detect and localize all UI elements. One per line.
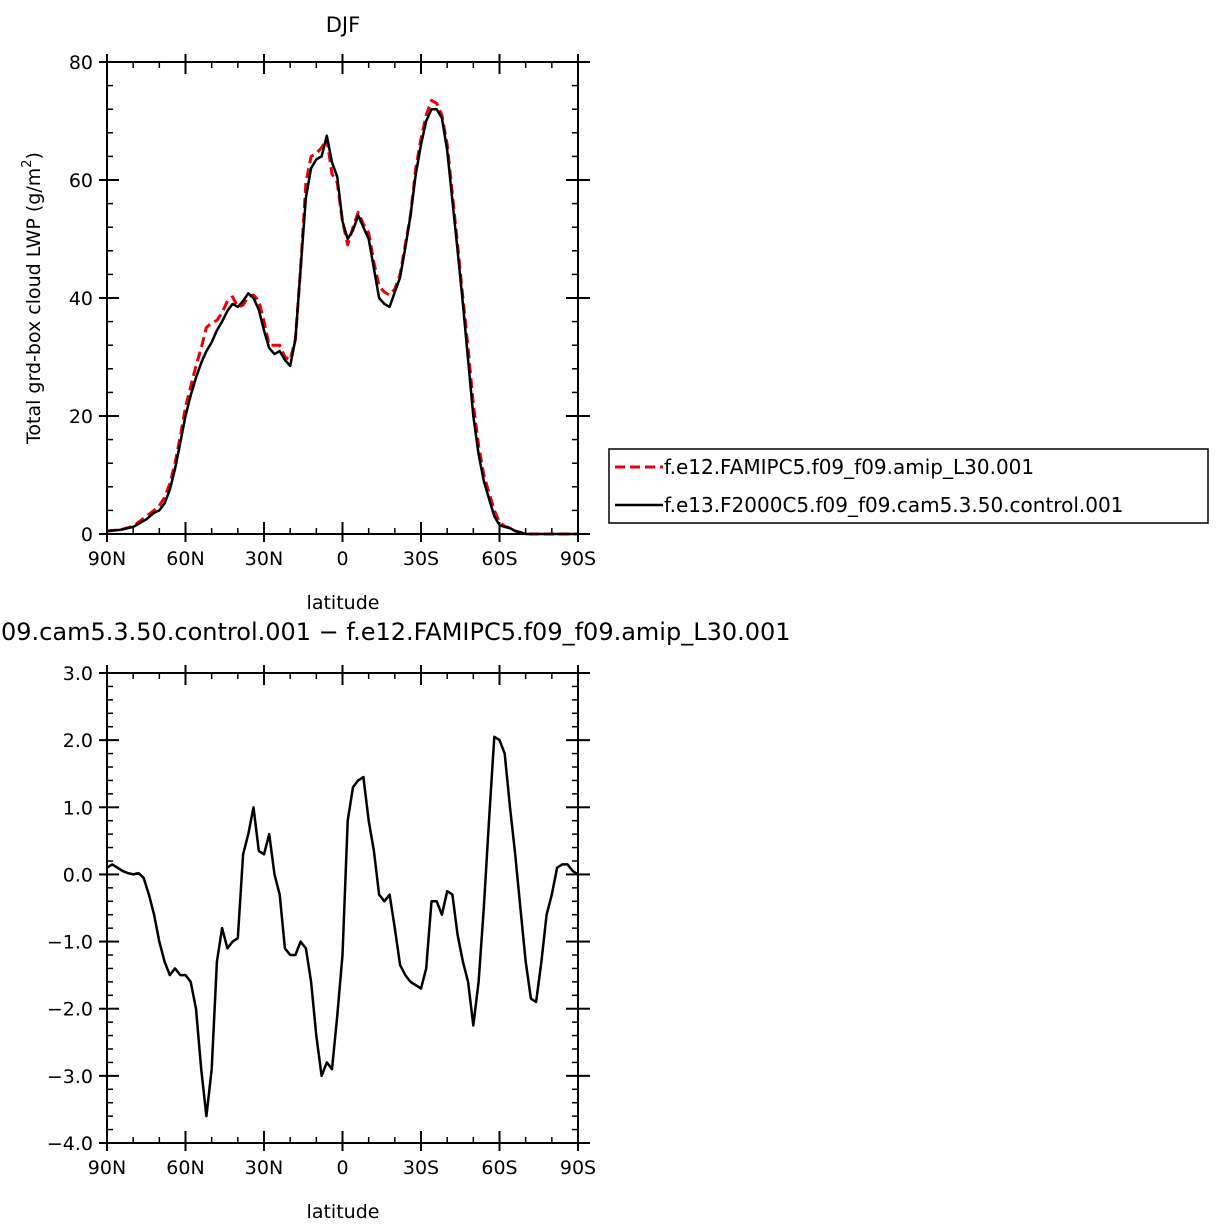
top-series-line-1 <box>106 98 578 536</box>
bottom-y-tick-label: −4.0 <box>47 1133 93 1155</box>
bottom-x-tick-label: 90N <box>88 1157 126 1179</box>
bottom-panel: 09.cam5.3.50.control.001 − f.e12.FAMIPC5… <box>0 618 791 1223</box>
bottom-x-tick-label: 90S <box>560 1157 596 1179</box>
top-y-axis-label-main: Total grd-box cloud LWP (g/m <box>23 168 45 445</box>
legend-label-amip: f.e12.FAMIPC5.f09_f09.amip_L30.001 <box>664 455 1034 479</box>
legend-box <box>608 448 1209 524</box>
top-y-tick-label: 60 <box>69 170 93 192</box>
bottom-axes: 90N 60N 30N 0 30S 60S 90S 3.0 2.0 1.0 0.0 −1.0 −2.0 −… <box>47 663 596 1179</box>
bottom-y-tick-label: −2.0 <box>47 999 93 1021</box>
top-x-tick-label: 0 <box>336 548 348 570</box>
top-y-tick-label: 20 <box>69 406 93 428</box>
bottom-x-tick-label: 60N <box>166 1157 204 1179</box>
top-axes: 90N 60N 30N 0 30S 60S 90S 0 20 40 60 80 <box>69 52 596 570</box>
top-plot-frame <box>106 61 579 535</box>
bottom-title: 09.cam5.3.50.control.001 − f.e12.FAMIPC5… <box>1 618 791 646</box>
top-y-tick-label: 80 <box>69 52 93 74</box>
bottom-y-tick-label: 1.0 <box>63 797 93 819</box>
top-series-line-2 <box>106 107 578 536</box>
top-series-group <box>106 98 578 536</box>
bottom-x-tick-label: 30N <box>245 1157 283 1179</box>
bottom-y-tick-label: 3.0 <box>63 663 93 685</box>
bottom-series-line-1 <box>106 735 579 1118</box>
top-y-tick-label: 0 <box>81 524 93 546</box>
top-panel: DJF 90N 60N 30N 0 30S 60S 90S 0 20 40 60 80 latitud… <box>20 13 596 614</box>
top-x-tick-label: 90N <box>88 548 126 570</box>
top-y-axis-label-tail: ) <box>23 152 45 159</box>
bottom-x-axis-label: latitude <box>307 1201 380 1223</box>
bottom-y-tick-label: −3.0 <box>47 1066 93 1088</box>
top-title: DJF <box>326 13 360 37</box>
bottom-y-tick-label: 0.0 <box>63 864 93 886</box>
bottom-plot-frame <box>106 672 579 1144</box>
bottom-x-tick-label: 30S <box>403 1157 439 1179</box>
top-x-tick-label: 30N <box>245 548 283 570</box>
top-y-axis-label-sup: 2 <box>20 159 35 167</box>
top-y-tick-label: 40 <box>69 288 93 310</box>
bottom-series-group <box>106 735 579 1118</box>
top-x-tick-label: 90S <box>560 548 596 570</box>
legend: f.e12.FAMIPC5.f09_f09.amip_L30.001 f.e13… <box>608 448 1209 524</box>
bottom-y-tick-label: 2.0 <box>63 730 93 752</box>
bottom-x-tick-label: 0 <box>336 1157 348 1179</box>
bottom-y-tick-label: −1.0 <box>47 932 93 954</box>
top-x-tick-label: 60S <box>481 548 517 570</box>
top-x-tick-label: 30S <box>403 548 439 570</box>
legend-label-control: f.e13.F2000C5.f09_f09.cam5.3.50.control.… <box>664 493 1123 517</box>
bottom-y-axis-label-clip: Total grd-box cloud LWP (g/m²) <box>0 761 22 1053</box>
bottom-x-tick-label: 60S <box>481 1157 517 1179</box>
top-y-axis-label: Total grd-box cloud LWP (g/m2) <box>20 152 45 445</box>
bottom-y-axis-label: Total grd-box cloud LWP (g/m²) <box>0 761 22 1053</box>
top-x-axis-label: latitude <box>307 592 380 614</box>
top-x-tick-label: 60N <box>166 548 204 570</box>
